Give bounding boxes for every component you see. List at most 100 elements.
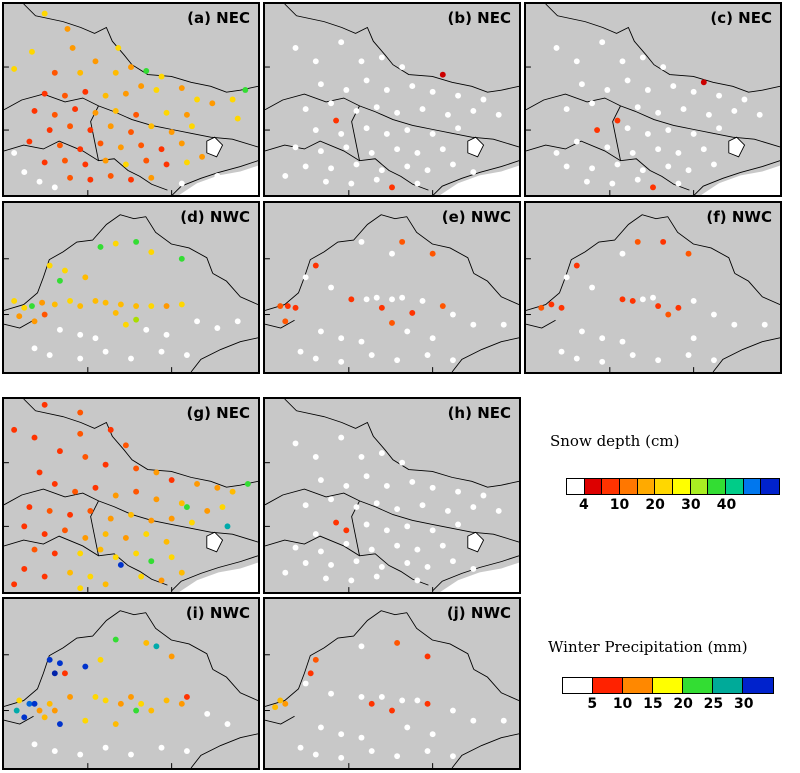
station-dot xyxy=(378,167,385,174)
station-dot xyxy=(148,174,155,181)
station-dot xyxy=(312,127,319,133)
station-dot xyxy=(51,184,58,191)
station-dot xyxy=(358,338,365,345)
station-dot xyxy=(655,357,662,364)
boundary-line xyxy=(90,500,99,556)
station-dot xyxy=(102,299,109,306)
station-dot xyxy=(594,127,601,133)
station-dot xyxy=(41,311,48,318)
station-dot xyxy=(282,700,289,707)
boundary-line xyxy=(212,272,258,305)
map-canvas xyxy=(265,214,519,372)
station-dot xyxy=(143,67,150,74)
station-dot xyxy=(449,161,456,168)
station-dot xyxy=(389,320,395,326)
map-canvas xyxy=(526,4,780,195)
station-dot xyxy=(399,697,406,704)
station-dot xyxy=(148,249,155,255)
station-dot xyxy=(389,184,395,191)
station-dot xyxy=(710,311,717,318)
station-dot xyxy=(277,697,284,704)
boundary-line xyxy=(206,136,224,158)
station-dot xyxy=(178,85,185,91)
sea-area xyxy=(440,562,519,592)
boundary-line xyxy=(4,214,214,311)
station-dot xyxy=(317,548,324,555)
station-dot xyxy=(470,108,477,114)
map-canvas xyxy=(265,610,519,768)
boundary-line xyxy=(526,319,556,329)
panel-label-h: (h) NEC xyxy=(447,404,511,422)
boundary-line xyxy=(712,337,780,372)
station-dot xyxy=(358,58,365,65)
station-dot xyxy=(133,111,140,118)
station-dot xyxy=(178,255,185,262)
station-dot xyxy=(61,267,68,274)
station-dot xyxy=(282,172,289,179)
station-dot xyxy=(77,331,84,338)
station-dot xyxy=(333,519,340,526)
boundary-line xyxy=(265,610,475,707)
map-panel-g: (g) NEC xyxy=(2,397,260,594)
station-dot xyxy=(424,563,431,570)
station-dot xyxy=(117,144,124,151)
station-dot xyxy=(39,299,46,306)
station-dot xyxy=(328,690,335,697)
station-dot xyxy=(61,157,68,164)
station-dot xyxy=(128,694,134,700)
station-dot xyxy=(87,176,94,183)
station-dot xyxy=(348,296,355,303)
station-dot xyxy=(429,335,436,342)
boundary-line xyxy=(467,531,485,553)
station-dot xyxy=(685,352,692,359)
boundary-line xyxy=(206,531,224,553)
station-dot xyxy=(229,488,236,495)
colorbar-swatch xyxy=(743,678,773,693)
map-panel-c: (c) NEC xyxy=(524,2,782,197)
colorbar-swatch xyxy=(619,479,638,494)
station-dot xyxy=(609,180,616,187)
station-dot xyxy=(183,111,190,118)
station-dot xyxy=(51,550,58,557)
station-dot xyxy=(644,130,651,137)
station-dot xyxy=(383,130,390,137)
station-dot xyxy=(21,523,28,530)
station-dot xyxy=(168,515,175,522)
boundary-line xyxy=(351,105,360,161)
station-dot xyxy=(312,58,319,65)
station-dot xyxy=(563,106,570,113)
station-dot xyxy=(731,321,738,328)
boundary-line xyxy=(612,105,621,161)
station-dot xyxy=(128,751,134,758)
station-dot xyxy=(363,296,370,303)
panel-label-b: (b) NEC xyxy=(447,9,511,27)
station-dot xyxy=(107,426,114,433)
station-dot xyxy=(573,58,580,65)
station-dot xyxy=(87,573,94,580)
station-dot xyxy=(36,469,43,476)
station-dot xyxy=(102,581,109,588)
station-dot xyxy=(338,754,345,761)
station-dot xyxy=(292,440,299,447)
station-dot xyxy=(353,161,360,168)
station-dot xyxy=(117,301,124,308)
map-canvas xyxy=(4,610,258,768)
boundary-line xyxy=(265,715,295,725)
station-dot xyxy=(143,531,150,538)
sea-area xyxy=(179,562,258,592)
station-dot xyxy=(409,479,416,485)
station-dot xyxy=(700,79,707,86)
station-dot xyxy=(312,453,319,460)
station-dot xyxy=(419,298,426,304)
station-dot xyxy=(619,296,626,303)
station-dot xyxy=(31,546,38,553)
station-dot xyxy=(343,87,350,93)
station-dot xyxy=(204,710,211,717)
station-dot xyxy=(11,426,18,433)
station-dot xyxy=(122,161,129,168)
station-dot xyxy=(219,504,226,510)
station-dot xyxy=(122,534,129,541)
station-dot xyxy=(378,563,385,570)
station-dot xyxy=(634,238,641,245)
station-dot xyxy=(690,130,697,137)
